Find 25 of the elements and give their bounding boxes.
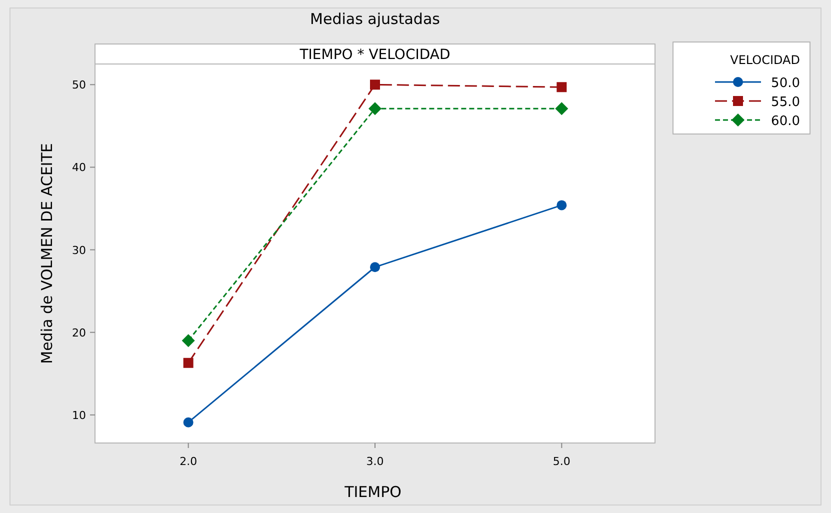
y-tick-label: 40 — [72, 161, 86, 174]
legend-title: VELOCIDAD — [730, 53, 800, 67]
point — [182, 334, 195, 348]
x-axis-title: TIEMPO — [344, 483, 402, 501]
point — [368, 102, 382, 116]
y-axis-title: Media de VOLMEN DE ACEITE — [38, 143, 56, 364]
legend-label: 50.0 — [771, 76, 800, 91]
point — [370, 262, 380, 272]
chart-subtitle: TIEMPO * VELOCIDAD — [298, 47, 450, 63]
legend-label: 60.0 — [771, 114, 800, 129]
point — [555, 102, 568, 116]
chart-title: Medias ajustadas — [310, 10, 440, 28]
y-tick-label: 30 — [72, 244, 86, 257]
y-tick-label: 20 — [72, 326, 86, 340]
point — [556, 82, 567, 92]
x-tick-label: 5.0 — [552, 455, 570, 468]
y-tick-label: 10 — [72, 408, 86, 422]
point — [556, 200, 567, 210]
point — [183, 417, 194, 428]
point — [183, 358, 194, 368]
x-tick-label: 3.0 — [366, 455, 384, 468]
y-tick-label: 50 — [72, 78, 86, 92]
point — [370, 80, 380, 90]
x-tick-label: 2.0 — [180, 455, 198, 468]
legend-label: 55.0 — [771, 95, 800, 110]
